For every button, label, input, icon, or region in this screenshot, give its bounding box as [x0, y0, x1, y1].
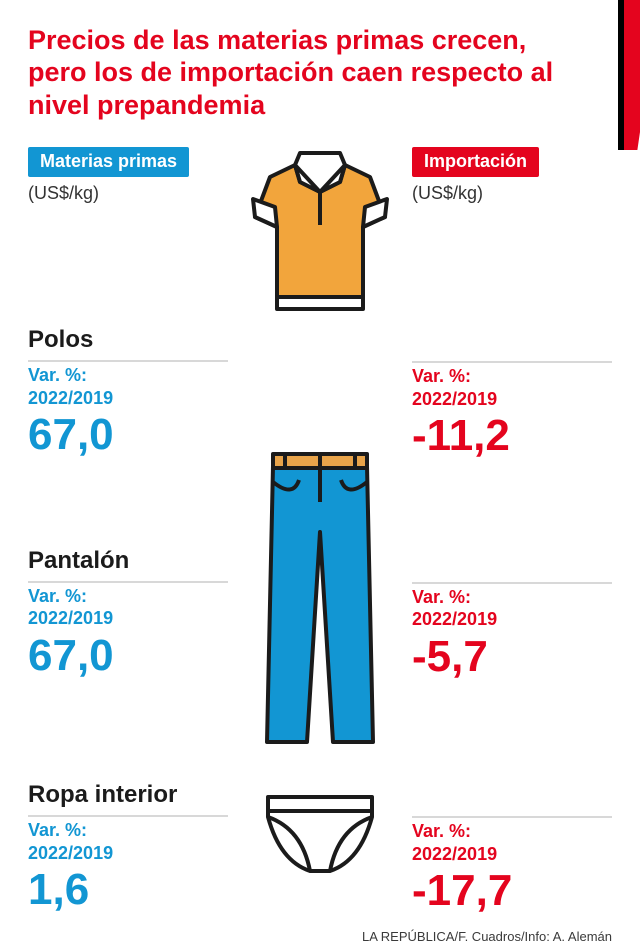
left-value: 1,6: [28, 868, 228, 912]
var-label-right: Var. %:2022/2019: [412, 365, 612, 410]
right-value: -17,7: [412, 869, 612, 913]
polo-icon: [245, 147, 395, 317]
var-label-left: Var. %:2022/2019: [28, 819, 228, 864]
item-row: Polos Var. %:2022/2019 67,0 Var. %:2022/…: [28, 301, 612, 458]
corner-accent: [618, 0, 640, 150]
pants-icon: [255, 452, 385, 752]
left-tag: Materias primas: [28, 147, 189, 177]
divider: [412, 816, 612, 818]
divider: [28, 360, 228, 362]
var-label-right: Var. %:2022/2019: [412, 820, 612, 865]
headline: Precios de las materias primas crecen, p…: [28, 24, 612, 121]
category-label: Ropa interior: [28, 781, 228, 809]
divider: [28, 581, 228, 583]
underwear-icon: [260, 789, 380, 879]
left-unit: (US$/kg): [28, 183, 228, 204]
item-row: Ropa interior Var. %:2022/2019 1,6 Var.: [28, 756, 612, 913]
category-label: Polos: [28, 326, 228, 354]
right-value: -5,7: [412, 635, 612, 679]
var-label-left: Var. %:2022/2019: [28, 585, 228, 630]
right-unit: (US$/kg): [412, 183, 612, 204]
divider: [412, 361, 612, 363]
header-row: Materias primas (US$/kg) Importación (US…: [28, 147, 612, 317]
credit-line: LA REPÚBLICA/F. Cuadros/Info: A. Alemán: [0, 929, 640, 944]
var-label-right: Var. %:2022/2019: [412, 586, 612, 631]
divider: [412, 582, 612, 584]
divider: [28, 815, 228, 817]
item-row: Pantalón Var. %:2022/2019 67,0: [28, 448, 612, 752]
right-tag: Importación: [412, 147, 539, 177]
var-label-left: Var. %:2022/2019: [28, 364, 228, 409]
category-label: Pantalón: [28, 547, 228, 575]
left-value: 67,0: [28, 634, 228, 678]
